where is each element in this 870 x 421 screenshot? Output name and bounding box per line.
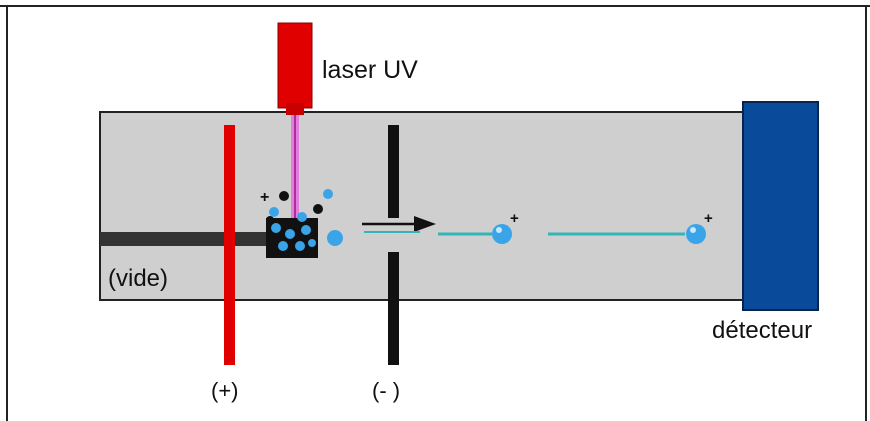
sample-rod: [100, 232, 272, 246]
sample-ion: [278, 241, 288, 251]
sample-ion: [308, 239, 316, 247]
negative-plate-top: [388, 125, 399, 218]
positive-plate: [224, 125, 235, 365]
negative-plate-label: (- ): [372, 378, 400, 403]
desorbed-ion: [269, 207, 279, 217]
flying-ion: [492, 224, 512, 244]
neutral-particle: [266, 216, 274, 224]
desorbed-ion: [323, 189, 333, 199]
neutral-particle: [279, 191, 289, 201]
ion-charge-mark: +: [510, 210, 519, 227]
ion-charge-mark: +: [260, 189, 269, 206]
sample-ion: [285, 229, 295, 239]
detector-label: détecteur: [712, 317, 812, 344]
sample-ion: [301, 225, 311, 235]
arrow-right-icon: [362, 216, 436, 232]
laser-nozzle: [286, 103, 304, 115]
ion-charge-mark: +: [704, 210, 713, 227]
laser-label: laser UV: [322, 56, 418, 84]
flying-ion: [686, 224, 706, 244]
desorbed-ion: [327, 230, 343, 246]
sample-ion: [295, 241, 305, 251]
detector: [742, 101, 819, 311]
laser-body: [277, 22, 313, 109]
vacuum-tube: [99, 111, 761, 301]
vacuum-label: (vide): [108, 265, 168, 292]
flying-ion-highlight: [496, 227, 502, 233]
desorbed-ion: [297, 212, 307, 222]
flying-ion-highlight: [690, 227, 696, 233]
positive-plate-label: (+): [211, 378, 239, 403]
neutral-particle: [313, 204, 323, 214]
laser-beam-core: [294, 115, 296, 225]
negative-plate-bottom: [388, 252, 399, 365]
sample-ion: [271, 223, 281, 233]
